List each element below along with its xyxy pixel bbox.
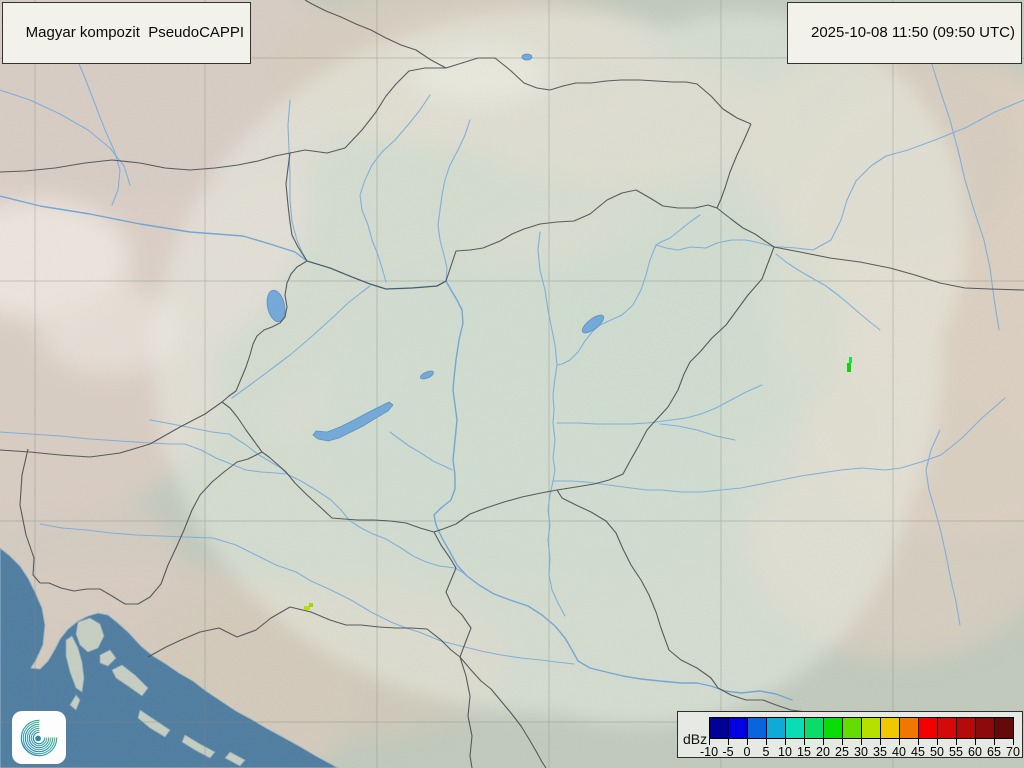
legend-tick (861, 739, 862, 745)
dbz-legend-panel: dBz -10 -5 0 5 10 15 20 25 30 35 40 45 50 55 60 65 70 (677, 711, 1023, 759)
legend-color-cell (862, 718, 880, 738)
legend-tick (785, 739, 786, 745)
legend-color-cell (881, 718, 899, 738)
legend-tick-label: 15 (797, 745, 811, 759)
legend-tick (956, 739, 957, 745)
legend-color-cell (729, 718, 747, 738)
legend-color-cell (938, 718, 956, 738)
legend-tick-label: 50 (930, 745, 944, 759)
legend-unit-label: dBz (683, 731, 708, 747)
legend-tick (1013, 739, 1014, 745)
legend-tick-label: 25 (835, 745, 849, 759)
legend-tick-label: 20 (816, 745, 830, 759)
legend-tick (709, 739, 710, 745)
legend-color-cell (786, 718, 804, 738)
timestamp-label: 2025-10-08 11:50 (09:50 UTC) (810, 24, 1015, 41)
legend-tick (937, 739, 938, 745)
legend-tick-label: 5 (762, 745, 770, 759)
product-label-box: Magyar kompozit PseudoCAPPI (2, 2, 252, 64)
legend-tick-label: 65 (987, 745, 1001, 759)
legend-color-bar (709, 717, 1014, 739)
legend-color-cell (919, 718, 937, 738)
legend-color-cell (995, 718, 1013, 738)
legend-tick (728, 739, 729, 745)
legend-color-cell (748, 718, 766, 738)
legend-tick (842, 739, 843, 745)
legend-tick (918, 739, 919, 745)
legend-tick-label: 60 (968, 745, 982, 759)
legend-color-cell (976, 718, 994, 738)
legend-tick-label: -5 (722, 745, 734, 759)
legend-color-cell (957, 718, 975, 738)
legend-tick-label: 70 (1006, 745, 1020, 759)
legend-tick (823, 739, 824, 745)
legend-color-cell (710, 718, 728, 738)
legend-tick-label: 55 (949, 745, 963, 759)
legend-tick-label: 45 (911, 745, 925, 759)
legend-tick-label: 30 (854, 745, 868, 759)
legend-color-cell (824, 718, 842, 738)
legend-tick (880, 739, 881, 745)
logo-tile (12, 711, 66, 764)
legend-tick-label: 0 (743, 745, 751, 759)
legend-tick-label: 35 (873, 745, 887, 759)
legend-tick (804, 739, 805, 745)
timestamp-box: 2025-10-08 11:50 (09:50 UTC) (787, 2, 1022, 64)
hungaromet-spiral-logo-icon (20, 719, 58, 756)
legend-color-cell (900, 718, 918, 738)
legend-color-cell (767, 718, 785, 738)
legend-color-cell (843, 718, 861, 738)
legend-tick (994, 739, 995, 745)
legend-tick (899, 739, 900, 745)
legend-ticks: -10 -5 0 5 10 15 20 25 30 35 40 45 50 55 60 65 70 (700, 739, 1020, 759)
legend-tick-label: 40 (892, 745, 906, 759)
legend-color-cell (805, 718, 823, 738)
legend-tick (975, 739, 976, 745)
product-label: Magyar kompozit PseudoCAPPI (25, 24, 245, 41)
legend-tick-label: 10 (778, 745, 792, 759)
legend-tick (747, 739, 748, 745)
legend-tick-label: -10 (699, 745, 719, 759)
legend-tick (766, 739, 767, 745)
